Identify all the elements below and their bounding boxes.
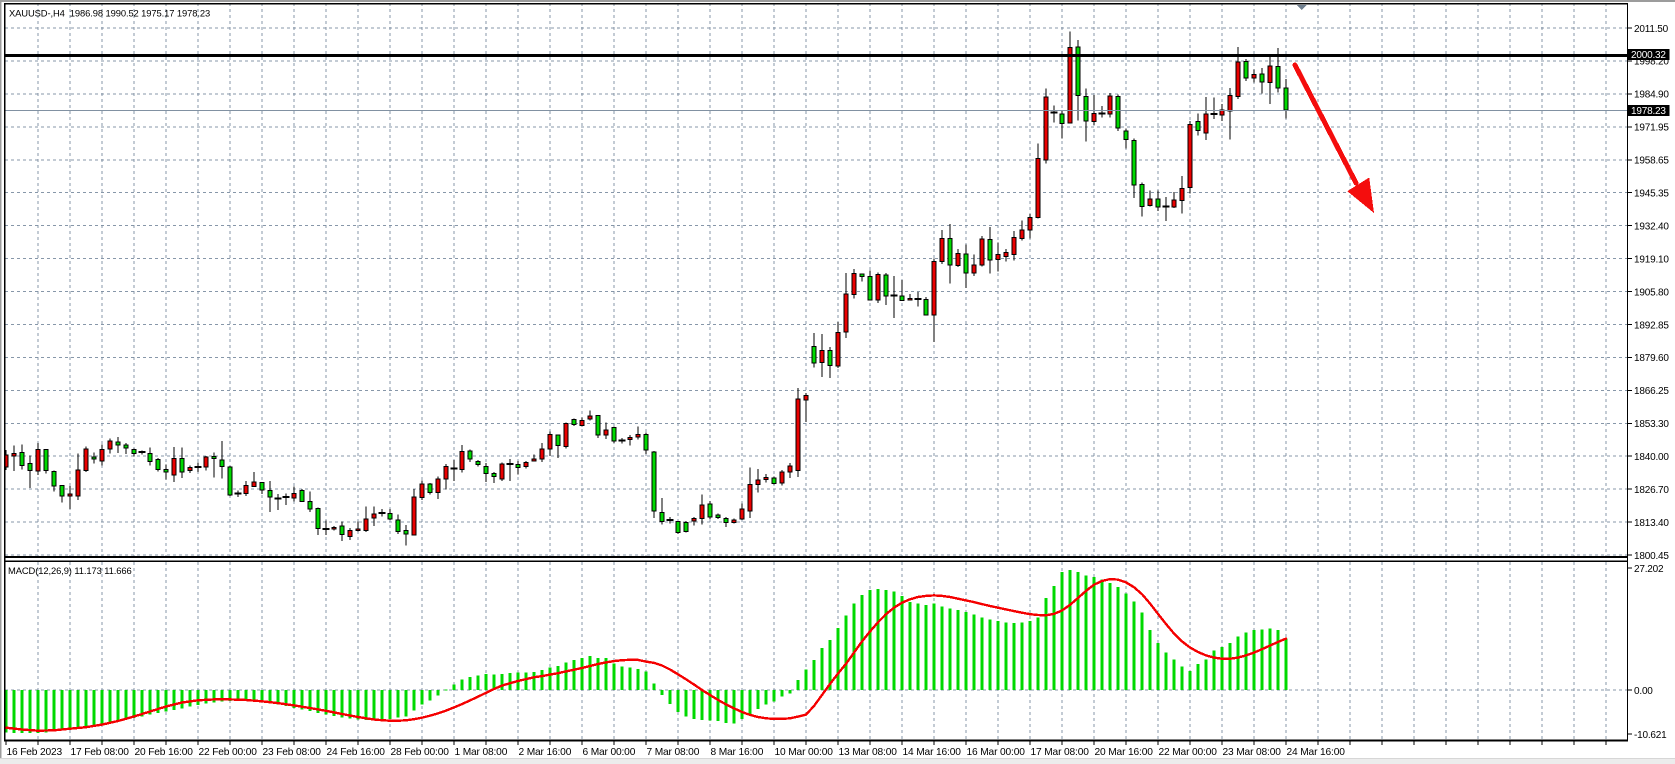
svg-text:2 Mar 16:00: 2 Mar 16:00 <box>519 747 572 758</box>
svg-text:24 Feb 16:00: 24 Feb 16:00 <box>327 747 386 758</box>
svg-text:14 Mar 16:00: 14 Mar 16:00 <box>903 747 962 758</box>
svg-text:1905.80: 1905.80 <box>1634 287 1669 298</box>
svg-text:1879.60: 1879.60 <box>1634 353 1669 364</box>
svg-text:10 Mar 00:00: 10 Mar 00:00 <box>775 747 834 758</box>
svg-text:1813.40: 1813.40 <box>1634 518 1669 529</box>
svg-text:-10.621: -10.621 <box>1634 730 1667 741</box>
svg-text:22 Feb 00:00: 22 Feb 00:00 <box>199 747 258 758</box>
svg-text:17 Feb 08:00: 17 Feb 08:00 <box>71 747 130 758</box>
svg-text:16 Mar 00:00: 16 Mar 00:00 <box>967 747 1026 758</box>
svg-text:XAUUSD-,H4 1986.98 1990.52 19: XAUUSD-,H4 1986.98 1990.52 1975.17 1978.… <box>9 8 210 19</box>
svg-text:24 Mar 16:00: 24 Mar 16:00 <box>1287 747 1346 758</box>
svg-text:1866.25: 1866.25 <box>1634 386 1669 397</box>
svg-text:17 Mar 08:00: 17 Mar 08:00 <box>1031 747 1090 758</box>
svg-text:1826.70: 1826.70 <box>1634 485 1669 496</box>
svg-text:7 Mar 08:00: 7 Mar 08:00 <box>647 747 700 758</box>
svg-text:27.202: 27.202 <box>1634 564 1664 575</box>
svg-text:2011.50: 2011.50 <box>1634 24 1669 35</box>
svg-text:1 Mar 08:00: 1 Mar 08:00 <box>455 747 508 758</box>
svg-text:MACD(12,26,9) 11.173 11.666: MACD(12,26,9) 11.173 11.666 <box>8 565 132 576</box>
svg-text:16 Feb 2023: 16 Feb 2023 <box>7 747 63 758</box>
svg-text:2000.32: 2000.32 <box>1631 50 1666 61</box>
svg-text:1978.23: 1978.23 <box>1631 106 1666 117</box>
svg-text:13 Mar 08:00: 13 Mar 08:00 <box>839 747 898 758</box>
svg-text:1800.45: 1800.45 <box>1634 551 1669 562</box>
svg-text:6 Mar 00:00: 6 Mar 00:00 <box>583 747 636 758</box>
svg-text:23 Feb 08:00: 23 Feb 08:00 <box>263 747 322 758</box>
svg-text:20 Feb 16:00: 20 Feb 16:00 <box>135 747 194 758</box>
svg-text:28 Feb 00:00: 28 Feb 00:00 <box>391 747 450 758</box>
svg-text:22 Mar 00:00: 22 Mar 00:00 <box>1159 747 1218 758</box>
svg-text:23 Mar 08:00: 23 Mar 08:00 <box>1223 747 1282 758</box>
svg-text:1853.30: 1853.30 <box>1634 419 1669 430</box>
svg-text:20 Mar 16:00: 20 Mar 16:00 <box>1095 747 1154 758</box>
svg-text:1984.90: 1984.90 <box>1634 90 1669 101</box>
svg-text:1971.95: 1971.95 <box>1634 123 1669 134</box>
svg-text:1945.35: 1945.35 <box>1634 189 1669 200</box>
svg-text:1998.20: 1998.20 <box>1634 57 1669 68</box>
svg-text:8 Mar 16:00: 8 Mar 16:00 <box>711 747 764 758</box>
svg-text:1840.00: 1840.00 <box>1634 452 1669 463</box>
svg-text:1958.65: 1958.65 <box>1634 156 1669 167</box>
svg-text:1919.10: 1919.10 <box>1634 254 1669 265</box>
svg-text:1932.40: 1932.40 <box>1634 221 1669 232</box>
svg-text:1892.85: 1892.85 <box>1634 320 1669 331</box>
svg-text:0.00: 0.00 <box>1634 686 1653 697</box>
